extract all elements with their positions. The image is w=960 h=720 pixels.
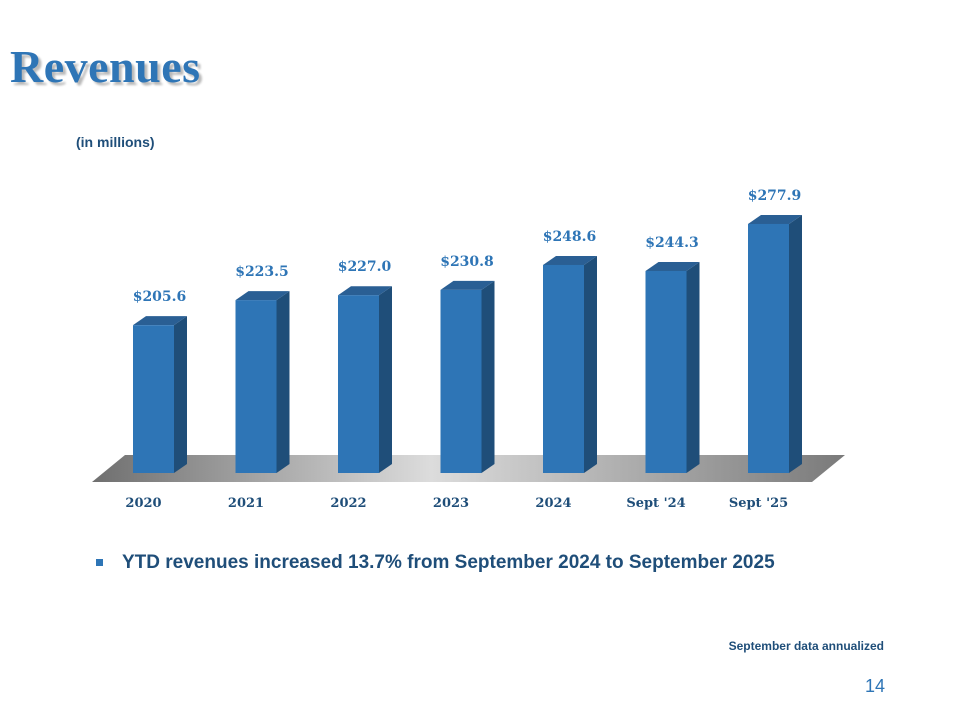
bar-front (748, 223, 789, 473)
slide-title: Revenues (10, 41, 201, 92)
x-tick-label-4: 2023 (433, 496, 469, 511)
bar-top (543, 255, 597, 265)
bullet-marker (96, 559, 103, 566)
x-tick-label-6: Sept '24 (626, 496, 685, 511)
bar-side (481, 280, 495, 473)
bar-4 (440, 280, 495, 473)
data-label-6: $244.3 (645, 235, 699, 251)
bar-top (338, 286, 392, 296)
data-labels-layer: $205.6 $223.5 $227.0 $230.8 $248.6 $244.3 $277… (133, 188, 802, 305)
data-label-7: $277.9 (748, 188, 802, 204)
data-label-2: $223.5 (235, 264, 289, 280)
x-tick-label-3: 2022 (330, 496, 366, 511)
bar-3 (338, 286, 392, 473)
x-tick-label-2: 2021 (228, 496, 264, 511)
bar-top (133, 316, 187, 326)
data-label-3: $227.0 (338, 259, 392, 275)
bar-side (276, 291, 290, 473)
x-tick-labels-layer: 2020 2021 2022 2023 2024 Sept '24 Sept '25 (125, 496, 788, 511)
bar-front (133, 325, 174, 473)
bar-top (748, 214, 802, 224)
bar-top (440, 280, 495, 290)
bar-side (584, 255, 597, 473)
x-tick-label-1: 2020 (125, 496, 161, 511)
x-tick-label-5: 2024 (535, 496, 571, 511)
bar-front (645, 270, 687, 473)
bar-top (235, 291, 290, 301)
page-number: 14 (864, 676, 885, 696)
bar-front (338, 295, 379, 473)
bar-side (174, 316, 187, 473)
bars-layer (133, 214, 802, 473)
bar-front (235, 300, 277, 473)
bar-7 (748, 214, 802, 473)
summary-bullet-text: YTD revenues increased 13.7% from Septem… (122, 552, 775, 573)
x-tick-label-7: Sept '25 (729, 496, 788, 511)
bar-top (645, 261, 700, 271)
footnote: September data annualized (728, 639, 884, 653)
bar-side (789, 214, 802, 473)
bar-1 (133, 316, 187, 473)
summary-bullet: YTD revenues increased 13.7% from Septem… (96, 548, 838, 578)
units-note: (in millions) (76, 134, 155, 150)
bar-front (440, 289, 482, 473)
data-label-5: $248.6 (543, 229, 597, 245)
bar-2 (235, 291, 290, 473)
data-label-4: $230.8 (440, 254, 494, 270)
bar-side (379, 286, 392, 473)
bar-front (543, 264, 584, 473)
bar-6 (645, 261, 700, 473)
bar-5 (543, 255, 597, 473)
bar-side (686, 261, 700, 473)
data-label-1: $205.6 (133, 289, 187, 305)
